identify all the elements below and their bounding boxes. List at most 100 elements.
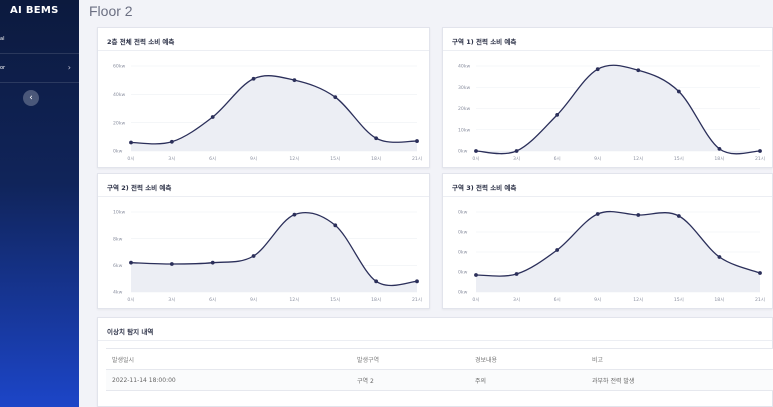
column-header: 발생구역 (351, 348, 469, 370)
y-tick-label: 20kw (113, 120, 126, 126)
x-tick-label: 21시 (755, 297, 765, 303)
x-tick-label: 6시 (209, 297, 216, 303)
y-tick-label: 0kw (113, 149, 123, 155)
area-fill (476, 65, 760, 154)
x-tick-label: 6시 (554, 156, 561, 162)
anomaly-title: 이상치 탐지 내역 (107, 328, 154, 336)
y-tick-label: 40kw (458, 64, 471, 70)
data-point (210, 115, 215, 119)
table-cell: 2022-11-14 18:00:00 (106, 369, 351, 391)
series-line (130, 211, 418, 287)
brand-logo: AI BEMS (10, 5, 59, 16)
sidebar-item-label: al (0, 36, 5, 42)
data-point (717, 255, 722, 259)
divider (443, 196, 772, 197)
chart-total: 0kw 20kw 40kw 60kw 0시 3시 6시 9시 12시 15시 18시 21시 (113, 64, 422, 162)
data-point (333, 95, 338, 100)
chart-title: 구역 2) 전력 소비 예측 (107, 184, 172, 192)
data-point (636, 213, 641, 217)
data-point (474, 273, 478, 277)
x-tick-label: 9시 (250, 156, 257, 162)
y-tick-label: 0kw (458, 270, 468, 276)
y-tick-label: 0kw (458, 250, 468, 256)
x-tick-label: 0시 (472, 156, 479, 162)
data-point (169, 139, 174, 144)
table-row[interactable]: 2022-11-14 18:00:00 구역 2 주의 과부하 전력 발생 (106, 369, 773, 391)
divider (443, 50, 772, 51)
y-tick-label: 10kw (458, 127, 471, 133)
x-tick-label: 3시 (168, 297, 175, 303)
data-point (595, 67, 600, 72)
y-tick-label: 6kw (113, 263, 123, 269)
x-tick-label: 12시 (633, 297, 643, 303)
x-tick-label: 6시 (554, 297, 561, 303)
area-fill (131, 75, 417, 151)
table-cell: 주의 (469, 369, 586, 391)
anomaly-card: 이상치 탐지 내역 발생일시 발생구역 경보내용 비고 2022-11-14 1… (97, 317, 773, 407)
y-tick-label: 0kw (458, 290, 468, 296)
x-tick-label: 3시 (168, 156, 175, 162)
x-tick-label: 12시 (289, 297, 299, 303)
data-point (292, 212, 297, 217)
y-tick-label: 0kw (458, 210, 468, 216)
chart-card-zone-2: 구역 2) 전력 소비 예측 4kw 6kw 8kw 10kw 0시 3시 6시 9시 12시 1… (97, 173, 430, 309)
anomaly-table: 발생일시 발생구역 경보내용 비고 2022-11-14 18:00:00 구역… (106, 348, 773, 391)
y-tick-label: 0kw (458, 149, 468, 155)
x-tick-label: 18시 (371, 297, 381, 303)
data-point (758, 149, 762, 153)
data-point (129, 140, 133, 145)
data-point (555, 248, 560, 252)
chart-title: 구역 3) 전력 소비 예측 (452, 184, 517, 192)
area-fill (131, 212, 417, 292)
collapse-sidebar-button[interactable]: ‹ (23, 90, 39, 106)
divider (98, 50, 429, 51)
data-point (374, 279, 379, 284)
y-tick-label: 20kw (458, 106, 471, 112)
x-tick-label: 0시 (127, 297, 134, 303)
x-tick-label: 3시 (513, 297, 520, 303)
y-tick-label: 60kw (113, 64, 126, 70)
x-tick-label: 15시 (674, 297, 684, 303)
data-point (415, 139, 419, 143)
data-point (758, 271, 762, 275)
chevron-right-icon: › (67, 63, 71, 72)
table-cell: 과부하 전력 발생 (586, 369, 773, 391)
x-tick-label: 12시 (289, 156, 299, 162)
series-line (130, 75, 418, 145)
data-point (555, 112, 560, 117)
page-title: Floor 2 (89, 3, 133, 19)
y-tick-label: 40kw (113, 92, 126, 98)
data-point (292, 78, 297, 83)
data-point (374, 136, 379, 141)
x-tick-label: 12시 (633, 156, 643, 162)
data-point (514, 149, 519, 153)
x-tick-label: 0시 (472, 297, 479, 303)
chart-zone-3: 0kw 0kw 0kw 0kw 0kw 0시 3시 6시 9시 12시 15시 18시 21시 (458, 210, 765, 303)
x-tick-label: 15시 (674, 156, 684, 162)
data-point (129, 260, 133, 265)
y-tick-label: 4kw (113, 290, 123, 296)
y-tick-label: 10kw (113, 210, 126, 216)
data-point (474, 149, 478, 153)
sidebar-item-2[interactable]: or › (0, 55, 79, 83)
sidebar-item-label: or (0, 65, 6, 71)
y-tick-label: 30kw (458, 85, 471, 91)
data-point (210, 260, 215, 265)
chart-card-zone-3: 구역 3) 전력 소비 예측 0kw 0kw 0kw 0kw 0kw 0시 3시 6시 9시 12… (442, 173, 773, 309)
data-point (333, 223, 338, 228)
data-point (636, 68, 641, 73)
x-tick-label: 9시 (594, 156, 601, 162)
table-cell: 구역 2 (351, 369, 469, 391)
divider (98, 340, 772, 341)
chart-title: 2층 전체 전력 소비 예측 (107, 38, 175, 46)
column-header: 경보내용 (469, 348, 586, 370)
table-header-row: 발생일시 발생구역 경보내용 비고 (106, 348, 773, 370)
chart-title: 구역 1) 전력 소비 예측 (452, 38, 517, 46)
sidebar-item-1[interactable]: al (0, 26, 79, 54)
data-point (717, 146, 722, 151)
sidebar: AI BEMS al or › ‹ (0, 0, 79, 407)
column-header: 비고 (586, 348, 773, 370)
data-point (415, 279, 419, 284)
data-point (595, 212, 600, 216)
x-tick-label: 21시 (755, 156, 765, 162)
